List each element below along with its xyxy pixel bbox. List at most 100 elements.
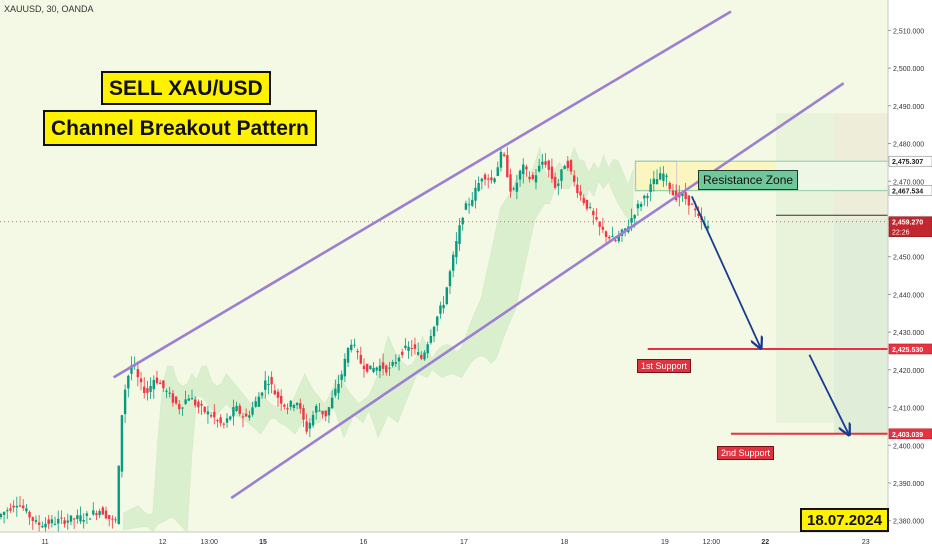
candle-body — [362, 365, 366, 370]
candle-body — [238, 405, 241, 414]
candle-body — [359, 354, 363, 364]
candle-body — [531, 174, 534, 179]
candle-body — [566, 160, 570, 168]
candle-body — [633, 215, 636, 219]
support-1-label: 1st Support — [637, 359, 692, 373]
candle-body — [72, 518, 76, 520]
candle-body — [394, 362, 398, 364]
candle-body — [305, 421, 308, 432]
candle-body — [671, 190, 675, 196]
candle-body — [63, 520, 66, 525]
candle-body — [461, 217, 464, 225]
candle-body — [225, 418, 229, 423]
candle-body — [509, 174, 512, 192]
candle-body — [260, 392, 264, 396]
candle-body — [356, 350, 359, 353]
candle-body — [662, 173, 665, 181]
candle-body — [378, 365, 382, 372]
candle-body — [474, 187, 477, 201]
candle-body — [31, 517, 34, 521]
candle-body — [553, 176, 557, 188]
candle-body — [79, 515, 82, 522]
candle-body — [229, 416, 232, 420]
x-tick-label: 18 — [561, 539, 569, 546]
candle-body — [95, 513, 98, 516]
candle-body — [646, 195, 649, 198]
candle-body — [111, 518, 114, 520]
channel-upper-line — [112, 10, 732, 379]
date-badge: 18.07.2024 — [800, 508, 890, 532]
candle-body — [337, 383, 340, 393]
candle-body — [98, 511, 101, 516]
candle-body — [534, 175, 538, 183]
candle-body — [448, 271, 452, 287]
candle-body — [57, 518, 60, 524]
candle-body — [426, 344, 429, 354]
candle-body — [213, 411, 216, 418]
candle-body — [643, 195, 646, 199]
candle-body — [248, 415, 251, 418]
candle-body — [601, 226, 605, 230]
candle-body — [592, 210, 595, 216]
candle-body — [206, 411, 210, 415]
candle-body — [487, 178, 490, 180]
y-tick-label: 2,480.000 — [893, 142, 924, 149]
y-tick-label: 2,490.000 — [893, 104, 924, 111]
y-tick-label: 2,500.000 — [893, 66, 924, 73]
time-axis-bg — [0, 532, 888, 550]
candle-body — [684, 192, 687, 199]
candle-body — [573, 175, 576, 182]
candle-body — [413, 344, 417, 349]
candle-body — [219, 417, 222, 424]
price-axis-label: 2,403.039 — [892, 432, 923, 439]
candle-body — [203, 406, 206, 413]
candle-body — [585, 199, 589, 209]
candle-body — [130, 365, 133, 374]
candle-body — [455, 241, 458, 258]
candle-body — [232, 407, 235, 417]
candle-body — [681, 193, 684, 197]
candle-body — [34, 520, 38, 522]
candle-body — [350, 344, 353, 351]
candle-body — [171, 393, 175, 403]
candle-body — [343, 358, 347, 377]
candle-body — [639, 203, 643, 207]
candle-body — [92, 510, 95, 515]
candle-body — [190, 398, 194, 400]
candle-body — [127, 375, 130, 389]
candle-body — [15, 505, 19, 508]
candle-body — [410, 347, 413, 349]
candle-body — [525, 166, 528, 170]
candle-body — [241, 416, 245, 418]
candle-body — [483, 174, 487, 180]
candle-body — [299, 403, 302, 409]
candle-body — [522, 164, 525, 175]
candle-body — [598, 221, 601, 227]
candle-body — [143, 386, 146, 393]
candle-body — [257, 396, 261, 407]
candle-body — [706, 225, 710, 229]
candle-body — [66, 520, 69, 523]
candle-body — [668, 182, 671, 190]
y-tick-label: 2,470.000 — [893, 179, 924, 186]
candle-body — [324, 410, 327, 417]
price-axis-bg — [888, 0, 932, 550]
price-axis-countdown: 22:26 — [892, 230, 910, 237]
candle-body — [0, 513, 3, 517]
candle-body — [385, 365, 388, 373]
title-sell: SELL XAU/USD — [101, 71, 271, 105]
candle-body — [569, 160, 573, 172]
candle-body — [168, 392, 171, 394]
candle-body — [289, 400, 292, 407]
x-tick-label: 13:00 — [200, 539, 218, 546]
candle-body — [25, 508, 28, 512]
candle-body — [114, 519, 117, 521]
candle-body — [442, 304, 445, 309]
candle-body — [480, 178, 484, 182]
candle-body — [582, 198, 585, 203]
candle-body — [216, 420, 219, 422]
candle-body — [107, 515, 111, 519]
x-tick-label: 11 — [41, 539, 48, 546]
candle-body — [512, 188, 515, 190]
candle-body — [518, 170, 522, 180]
